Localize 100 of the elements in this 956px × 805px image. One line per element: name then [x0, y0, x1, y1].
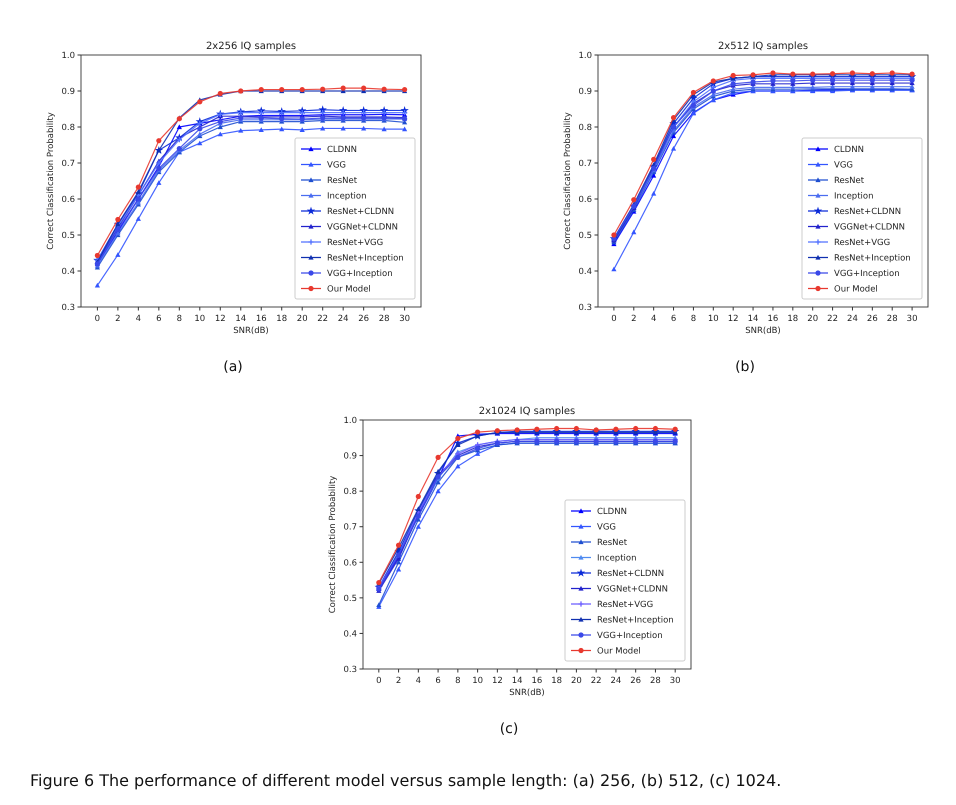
legend-label: Inception: [834, 192, 874, 202]
x-tick-label: 18: [551, 676, 562, 686]
legend-label: ResNet+VGG: [834, 238, 890, 248]
x-tick-label: 26: [866, 314, 878, 324]
x-tick-label: 14: [235, 314, 246, 324]
x-tick-label: 24: [610, 676, 622, 686]
x-tick-label: 16: [531, 676, 542, 686]
y-tick-label: 0.9: [343, 452, 357, 462]
legend-label: ResNet+Inception: [327, 254, 404, 264]
y-tick-label: 0.5: [343, 594, 357, 604]
y-tick-label: 0.8: [578, 123, 592, 133]
y-tick-label: 1.0: [343, 416, 357, 426]
legend-label: ResNet+VGG: [597, 600, 654, 610]
x-tick-label: 26: [358, 314, 370, 324]
legend-label: Inception: [597, 554, 636, 564]
x-tick-label: 0: [611, 314, 617, 324]
x-tick-label: 2: [631, 314, 636, 324]
x-axis-title: SNR(dB): [233, 326, 269, 336]
y-axis-title: Correct Classification Probability: [328, 476, 338, 614]
x-tick-label: 8: [455, 676, 461, 686]
x-tick-label: 10: [708, 314, 719, 324]
chart-title: 2x512 IQ samples: [718, 41, 808, 52]
y-tick-label: 0.3: [578, 303, 592, 313]
y-tick-label: 0.7: [61, 159, 75, 169]
y-tick-label: 0.9: [578, 87, 592, 97]
x-tick-label: 4: [136, 314, 142, 324]
legend-label: VGGNet+CLDNN: [834, 222, 905, 232]
text: (c): [500, 721, 518, 737]
legend-label: Inception: [327, 192, 366, 202]
x-tick-label: 30: [399, 314, 410, 324]
x-tick-label: 12: [728, 314, 739, 324]
x-tick-label: 12: [492, 676, 503, 686]
legend-label: Our Model: [597, 646, 641, 656]
x-tick-label: 24: [338, 314, 349, 324]
y-tick-label: 0.8: [61, 123, 75, 133]
x-tick-label: 0: [376, 676, 382, 686]
x-tick-label: 22: [590, 676, 602, 686]
legend-label: VGG+Inception: [834, 269, 900, 279]
x-tick-label: 28: [886, 314, 898, 324]
x-tick-label: 18: [276, 314, 288, 324]
x-axis-title: SNR(dB): [509, 688, 545, 698]
legend-label: ResNet+CLDNN: [834, 207, 902, 217]
x-axis-title: SNR(dB): [745, 326, 781, 336]
y-tick-label: 0.5: [61, 231, 75, 241]
y-axis-title: Correct Classification Probability: [46, 112, 56, 250]
legend-label: ResNet+CLDNN: [597, 569, 664, 579]
legend-label: VGG+Inception: [327, 269, 393, 279]
legend-label: CLDNN: [327, 145, 357, 155]
x-tick-label: 10: [194, 314, 206, 324]
x-tick-label: 22: [317, 314, 328, 324]
y-axis-title: Correct Classification Probability: [563, 112, 573, 250]
x-tick-label: 24: [847, 314, 858, 324]
text: (b): [735, 359, 755, 375]
legend-label: ResNet: [327, 176, 358, 186]
x-tick-label: 2: [396, 676, 402, 686]
y-tick-label: 0.3: [61, 303, 75, 313]
chart-title: 2x1024 IQ samples: [478, 406, 576, 417]
legend-label: ResNet+VGG: [327, 238, 384, 248]
legend-label: VGG: [327, 160, 346, 170]
y-tick-label: 0.9: [61, 87, 75, 97]
text: (a): [223, 359, 243, 375]
x-tick-label: 6: [435, 676, 441, 686]
x-tick-label: 20: [807, 314, 818, 324]
x-tick-label: 18: [787, 314, 798, 324]
x-tick-label: 16: [768, 314, 778, 324]
x-tick-label: 30: [670, 676, 681, 686]
x-tick-label: 10: [472, 676, 484, 686]
x-tick-label: 0: [94, 314, 100, 324]
x-tick-label: 20: [570, 676, 582, 686]
x-tick-label: 8: [690, 314, 696, 324]
y-tick-label: 0.3: [343, 665, 357, 675]
legend-label: VGGNet+CLDNN: [327, 222, 398, 232]
x-tick-label: 14: [512, 676, 523, 686]
x-tick-label: 20: [296, 314, 308, 324]
y-tick-label: 0.7: [578, 159, 592, 169]
x-tick-label: 6: [156, 314, 162, 324]
x-tick-label: 28: [378, 314, 390, 324]
chart-title: 2x256 IQ samples: [206, 41, 296, 52]
legend-label: ResNet+CLDNN: [327, 207, 394, 217]
x-tick-label: 6: [670, 314, 676, 324]
y-tick-label: 0.6: [578, 195, 592, 205]
y-tick-label: 0.8: [343, 487, 357, 498]
x-tick-label: 12: [214, 314, 226, 324]
x-tick-label: 16: [256, 314, 267, 324]
x-tick-label: 4: [650, 314, 656, 324]
legend-label: ResNet+Inception: [597, 616, 674, 626]
x-tick-label: 28: [650, 676, 661, 686]
y-tick-label: 0.6: [61, 195, 75, 205]
y-tick-label: 0.6: [343, 558, 357, 568]
y-tick-label: 0.5: [578, 231, 592, 241]
legend-label: Our Model: [327, 284, 371, 294]
y-tick-label: 0.7: [343, 522, 357, 533]
x-tick-label: 2: [115, 314, 121, 324]
y-tick-label: 1.0: [578, 51, 592, 61]
x-tick-label: 22: [827, 314, 838, 324]
legend-label: ResNet: [834, 176, 865, 186]
legend-label: Our Model: [834, 284, 878, 294]
caption: Figure 6 The performance of different model versus sample length: (a) 256, (b) 512, (c) 1024.: [30, 771, 782, 790]
y-tick-label: 0.4: [61, 267, 75, 277]
legend-label: CLDNN: [834, 145, 864, 155]
